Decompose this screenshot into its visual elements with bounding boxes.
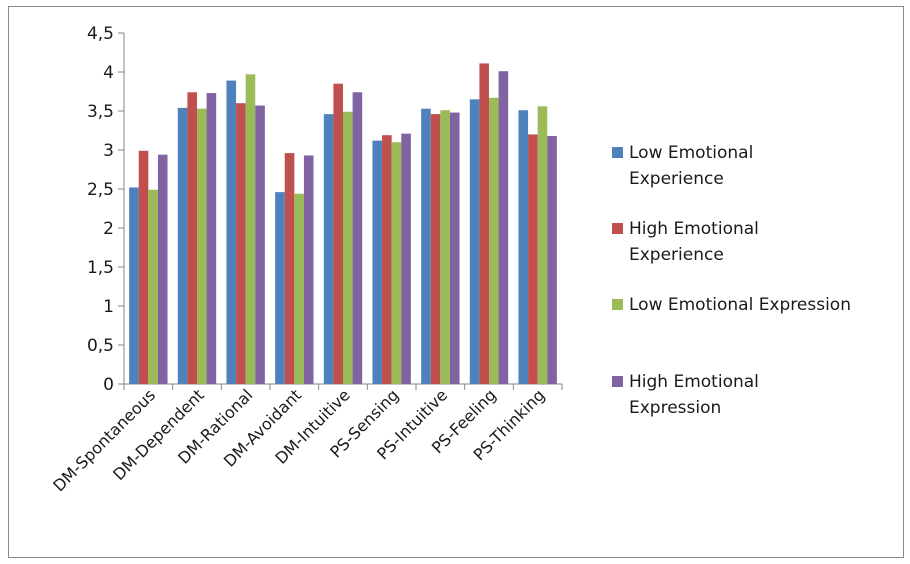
- bar: [129, 187, 139, 384]
- bar: [333, 83, 343, 384]
- bar: [323, 114, 334, 385]
- bar: [303, 155, 314, 384]
- y-tick-label: 2,5: [87, 180, 114, 200]
- bar: [294, 193, 304, 384]
- bar: [352, 92, 363, 384]
- legend-label: High Emotional: [629, 372, 759, 392]
- bar: [255, 105, 265, 384]
- legend-label: Expression: [629, 398, 721, 418]
- bar: [382, 135, 392, 384]
- bar: [177, 107, 188, 384]
- bar-chart: 0 0,5 1 1,5 2 2,5 3 3,5 4 4,5 DM-SpontaneousDM-De…: [49, 24, 851, 495]
- legend-label: Low Emotional Expression: [629, 295, 851, 315]
- bar: [479, 63, 489, 385]
- bar: [498, 71, 509, 384]
- chart-frame: 0 0,5 1 1,5 2 2,5 3 3,5 4 4,5 DM-Spontaneous DM-De…: [8, 6, 904, 558]
- bar: [449, 112, 460, 384]
- bar: [469, 99, 480, 385]
- bar: [440, 110, 450, 384]
- bar: [148, 189, 158, 384]
- legend-swatch: [612, 147, 623, 158]
- bar: [518, 110, 529, 384]
- y-tick-label: 3,5: [87, 102, 114, 122]
- bar: [157, 154, 168, 384]
- y-tick-label: 4: [103, 63, 114, 83]
- y-tick-label: 0: [103, 375, 114, 395]
- bar: [421, 108, 431, 384]
- legend: Low Emotional Experience High Emotional Exp…: [612, 143, 851, 418]
- bar: [245, 74, 256, 384]
- legend-label: High Emotional: [629, 219, 759, 239]
- bar: [236, 103, 246, 384]
- bar: [138, 150, 149, 384]
- y-tick-label: 2: [103, 219, 114, 239]
- bar: [372, 140, 383, 384]
- bar: [528, 134, 538, 384]
- y-tick-label: 3: [103, 141, 114, 161]
- bar: [206, 93, 217, 384]
- x-tick-labels: DM-SpontaneousDM-DependentDM-RationalDM-…: [49, 385, 548, 495]
- legend-swatch: [612, 376, 623, 387]
- bar: [547, 135, 557, 384]
- bar: [489, 97, 499, 385]
- y-tick-label: 0,5: [87, 336, 114, 356]
- bar: [226, 80, 237, 384]
- legend-label: Experience: [629, 245, 724, 265]
- y-tick-label: 4,5: [87, 24, 114, 44]
- bar: [537, 106, 548, 384]
- legend-label: Low Emotional: [629, 143, 753, 163]
- bar: [343, 111, 353, 384]
- bar: [401, 133, 411, 384]
- y-tick-labels: 0 0,5 1 1,5 2 2,5 3 3,5 4 4,5: [87, 24, 114, 395]
- bar: [284, 153, 295, 384]
- bar: [430, 114, 441, 385]
- legend-swatch: [612, 299, 623, 310]
- bar: [391, 142, 402, 384]
- legend-swatch: [612, 223, 623, 234]
- y-tick-label: 1,5: [87, 258, 114, 278]
- bar: [197, 108, 207, 384]
- y-tick-label: 1: [103, 297, 114, 317]
- bars: [129, 63, 557, 385]
- bar: [187, 92, 197, 384]
- bar: [275, 192, 285, 384]
- legend-label: Experience: [629, 169, 724, 189]
